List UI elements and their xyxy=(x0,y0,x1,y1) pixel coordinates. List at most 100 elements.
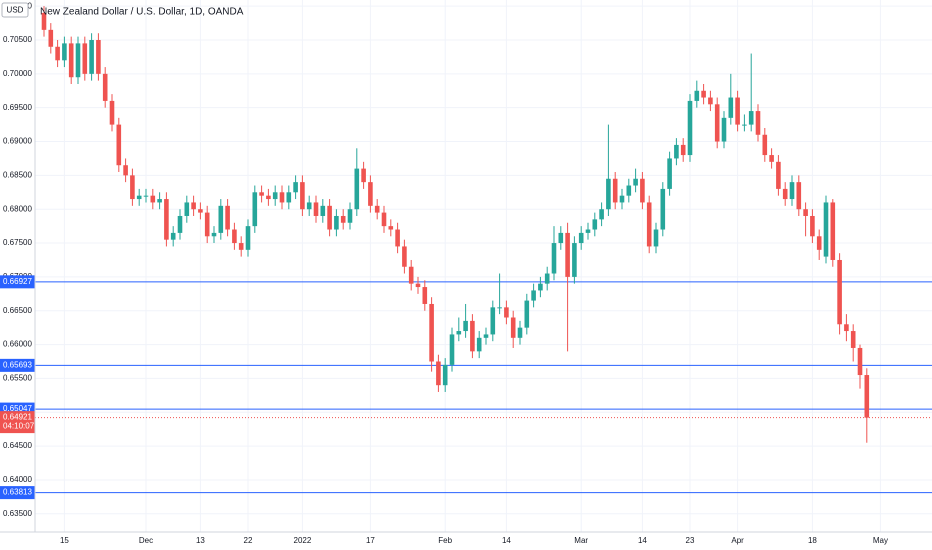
candle-body xyxy=(150,195,156,203)
y-tick-label: 0.65500 xyxy=(3,374,32,383)
candle-body xyxy=(524,300,530,328)
level-label: 0.65047 xyxy=(3,404,32,413)
candle-body xyxy=(266,195,271,200)
candle-body xyxy=(782,188,788,200)
y-tick-label: 0.68500 xyxy=(3,170,32,179)
candle-body xyxy=(184,202,190,216)
candle-body xyxy=(660,188,666,230)
candle-body xyxy=(796,182,802,210)
x-tick-label: Feb xyxy=(438,536,452,545)
countdown-label: 04:10:07 xyxy=(3,422,35,431)
y-tick-label: 0.66000 xyxy=(3,340,32,349)
y-tick-label: 0.70000 xyxy=(3,69,32,78)
level-label: 0.63813 xyxy=(3,488,32,497)
candle-body xyxy=(442,364,448,386)
y-tick-label: 0.63500 xyxy=(3,509,32,518)
candle-body xyxy=(300,182,305,210)
candle-body xyxy=(374,205,380,213)
candle-body xyxy=(721,117,727,142)
candle-body xyxy=(538,283,543,291)
candle-body xyxy=(864,375,870,418)
candle-body xyxy=(667,158,672,189)
candle-body xyxy=(640,178,645,203)
candle-body xyxy=(857,347,863,376)
candle-body xyxy=(748,111,754,125)
x-tick-label: 17 xyxy=(366,536,375,545)
candle-body xyxy=(850,331,856,348)
candle-body xyxy=(531,290,536,301)
candle-body xyxy=(252,192,258,227)
candle-body xyxy=(334,215,339,230)
y-tick-label: 0.67500 xyxy=(3,238,32,247)
candle-body xyxy=(238,243,244,250)
currency-box[interactable] xyxy=(1,2,29,18)
axes: 0.635000.640000.645000.650000.655000.660… xyxy=(0,0,888,545)
candle-body xyxy=(837,259,842,325)
candle-body xyxy=(109,100,115,125)
candle-body xyxy=(558,232,564,244)
x-tick-label: Apr xyxy=(731,536,744,545)
candle-body xyxy=(776,161,781,189)
candle-body xyxy=(408,266,414,284)
grid xyxy=(35,0,932,532)
candle-body xyxy=(170,232,176,240)
candle-body xyxy=(232,229,237,244)
x-tick-label: 22 xyxy=(244,536,253,545)
candle-body xyxy=(361,168,366,183)
candle-body xyxy=(646,202,652,247)
candle-body xyxy=(415,283,421,288)
candle-body xyxy=(286,192,292,203)
candle-body xyxy=(762,134,768,156)
candle-body xyxy=(347,209,353,223)
candle-body xyxy=(789,182,795,200)
x-tick-label: 14 xyxy=(638,536,647,545)
y-tick-label: 0.64500 xyxy=(3,441,32,450)
candle-body xyxy=(687,100,693,156)
candle-body xyxy=(429,303,434,362)
candle-body xyxy=(694,90,700,101)
candle-body xyxy=(422,287,428,304)
candle-body xyxy=(626,185,632,196)
candle-body xyxy=(810,215,815,237)
candle-body xyxy=(354,168,360,210)
candle-body xyxy=(572,243,577,277)
level-label-box xyxy=(0,275,35,289)
candle-body xyxy=(279,192,285,203)
candle-body xyxy=(497,307,502,309)
x-tick-label: Dec xyxy=(139,536,153,545)
candle-body xyxy=(742,124,747,126)
candle-body xyxy=(803,209,808,216)
currency-label[interactable]: USD xyxy=(7,6,24,15)
candle-body xyxy=(136,195,142,200)
x-tick-label: 18 xyxy=(808,536,817,545)
candle-body xyxy=(816,236,822,250)
candle-body xyxy=(585,229,591,233)
candle-body xyxy=(368,182,373,206)
candle-body xyxy=(245,226,251,250)
y-tick-label: 0.70500 xyxy=(3,35,32,44)
candle-body xyxy=(708,97,713,105)
y-tick-label: 0.66500 xyxy=(3,306,32,315)
candle-body xyxy=(551,243,557,274)
levels xyxy=(35,281,932,494)
x-tick-label: 13 xyxy=(196,536,205,545)
candle-body xyxy=(701,90,706,98)
y-tick-label: 0.64000 xyxy=(3,475,32,484)
last-price-box xyxy=(0,411,35,434)
candle-body xyxy=(490,307,496,335)
candle-body xyxy=(592,219,598,230)
candle-body xyxy=(143,195,149,197)
candle-body xyxy=(68,43,74,78)
candle-body xyxy=(449,334,455,365)
x-tick-label: Mar xyxy=(574,536,588,545)
candle-body xyxy=(823,202,829,257)
candle-body xyxy=(436,361,441,386)
candle-body xyxy=(340,215,346,223)
candle-body xyxy=(504,307,509,318)
candle-body xyxy=(769,155,774,162)
candle-body xyxy=(130,175,135,200)
candle-body xyxy=(619,195,625,203)
level-label-box xyxy=(0,358,35,372)
candle-body xyxy=(388,226,394,230)
